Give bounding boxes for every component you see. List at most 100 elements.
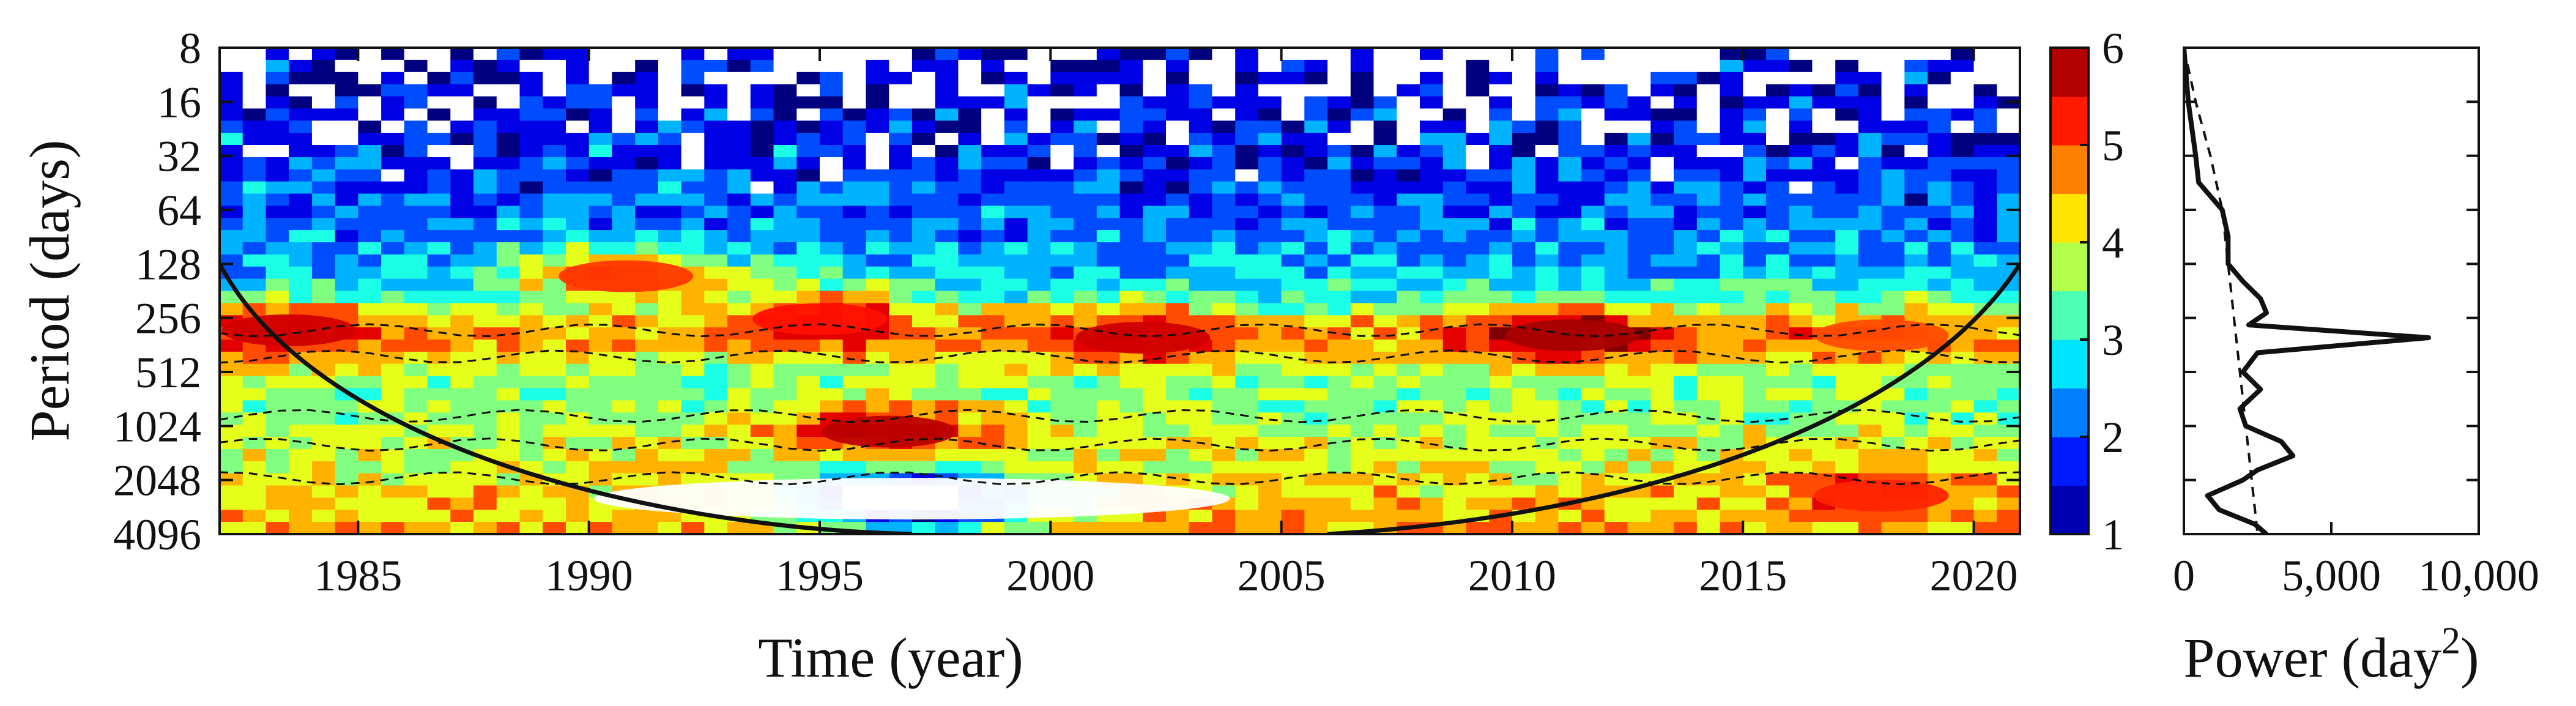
heat-cell bbox=[935, 133, 959, 146]
heat-cell bbox=[889, 278, 913, 292]
heat-cell bbox=[311, 278, 336, 292]
colorbar-band bbox=[2051, 96, 2088, 146]
heat-cell bbox=[1189, 218, 1213, 231]
heat-cell bbox=[1258, 108, 1282, 122]
heat-cell bbox=[958, 412, 982, 425]
heat-cell bbox=[1997, 230, 2020, 243]
heat-cell bbox=[658, 181, 682, 195]
heat-cell bbox=[820, 376, 844, 389]
heat-cell bbox=[1650, 230, 1674, 243]
heat-cell bbox=[1004, 84, 1028, 97]
heat-cell bbox=[311, 169, 336, 182]
heat-cell bbox=[1397, 96, 1420, 110]
heat-cell bbox=[1258, 291, 1282, 304]
heat-cell bbox=[1442, 437, 1467, 450]
heat-cell bbox=[1604, 218, 1628, 231]
heat-cell bbox=[1212, 412, 1236, 425]
heat-cell bbox=[242, 193, 267, 207]
heat-cell bbox=[820, 400, 844, 414]
heat-cell bbox=[658, 169, 682, 182]
heat-cell bbox=[635, 376, 659, 389]
heat-cell bbox=[1558, 522, 1582, 534]
inset-series bbox=[2184, 48, 2432, 534]
heat-cell bbox=[1674, 145, 1698, 158]
heat-cell bbox=[866, 254, 889, 267]
heat-cell bbox=[1812, 121, 1836, 133]
heat-cell bbox=[289, 230, 313, 243]
heat-cell bbox=[1881, 266, 1906, 280]
heat-cell bbox=[750, 133, 774, 146]
heat-cell bbox=[1420, 340, 1444, 352]
heat-cell bbox=[1696, 133, 1721, 146]
heat-cell bbox=[935, 254, 959, 267]
heat-cell bbox=[473, 400, 497, 414]
heat-cell bbox=[543, 84, 566, 97]
heat-cell bbox=[1950, 48, 1975, 61]
heat-cell bbox=[1350, 254, 1375, 267]
heat-cell bbox=[1489, 278, 1513, 292]
x-axis-title: Time (year) bbox=[758, 626, 1023, 689]
heat-cell bbox=[1189, 461, 1213, 474]
heat-cell bbox=[796, 206, 820, 219]
heat-cell bbox=[242, 400, 267, 414]
heat-cell bbox=[1327, 437, 1351, 450]
heat-cell bbox=[681, 461, 705, 474]
heat-cell bbox=[1212, 121, 1236, 133]
heat-cell bbox=[1373, 193, 1397, 207]
heat-cell bbox=[1327, 485, 1351, 499]
heat-cell bbox=[220, 48, 243, 61]
heat-cell bbox=[681, 473, 705, 486]
heat-cell bbox=[1096, 133, 1121, 146]
heat-cell bbox=[1950, 461, 1975, 474]
heat-cell bbox=[1281, 510, 1305, 522]
heat-cell bbox=[220, 193, 243, 207]
heat-cell bbox=[1119, 303, 1143, 316]
heat-cell bbox=[1373, 206, 1397, 219]
heat-cell bbox=[1420, 461, 1444, 474]
heat-cell bbox=[1373, 327, 1397, 340]
heat-cell bbox=[981, 206, 1005, 219]
heat-cell bbox=[1466, 376, 1490, 389]
heat-cell bbox=[935, 376, 959, 389]
heat-cell bbox=[1373, 510, 1397, 522]
heat-cell bbox=[958, 376, 982, 389]
heat-cell bbox=[911, 242, 936, 255]
heat-cell bbox=[473, 84, 497, 97]
heat-cell bbox=[1235, 340, 1259, 352]
heat-cell bbox=[1442, 400, 1467, 414]
heat-cell bbox=[1535, 485, 1559, 499]
heat-cell bbox=[1489, 230, 1513, 243]
heat-cell bbox=[566, 388, 590, 401]
heat-cell bbox=[311, 510, 336, 522]
heat-cell bbox=[1928, 388, 1951, 401]
heat-cell bbox=[773, 193, 797, 207]
heat-cell bbox=[220, 400, 243, 414]
heat-cell bbox=[1212, 425, 1236, 437]
heat-cell bbox=[1997, 206, 2020, 219]
heat-cell bbox=[311, 400, 336, 414]
heat-cell bbox=[796, 84, 820, 97]
heat-cell bbox=[450, 266, 474, 280]
heat-cell bbox=[519, 193, 543, 207]
heat-cell bbox=[1420, 315, 1444, 328]
heat-cell bbox=[1789, 291, 1813, 304]
heat-cell bbox=[1050, 400, 1074, 414]
heat-cell bbox=[1627, 278, 1652, 292]
heat-cell bbox=[1627, 376, 1652, 389]
heat-cell bbox=[1696, 169, 1721, 182]
heat-cell bbox=[335, 48, 359, 61]
heat-cell bbox=[1397, 412, 1420, 425]
heat-cell bbox=[427, 121, 451, 133]
heat-cell bbox=[588, 315, 613, 328]
heat-cell bbox=[1004, 218, 1028, 231]
heat-cell bbox=[704, 278, 728, 292]
heat-cell bbox=[1442, 473, 1467, 486]
heat-cell bbox=[496, 497, 521, 511]
heat-cell bbox=[935, 315, 959, 328]
heat-cell bbox=[981, 425, 1005, 437]
heat-cell bbox=[1581, 473, 1605, 486]
heat-cell bbox=[1420, 485, 1444, 499]
significance-contour bbox=[220, 471, 2020, 486]
heat-cell bbox=[1950, 303, 1975, 316]
heat-cell bbox=[1835, 388, 1859, 401]
